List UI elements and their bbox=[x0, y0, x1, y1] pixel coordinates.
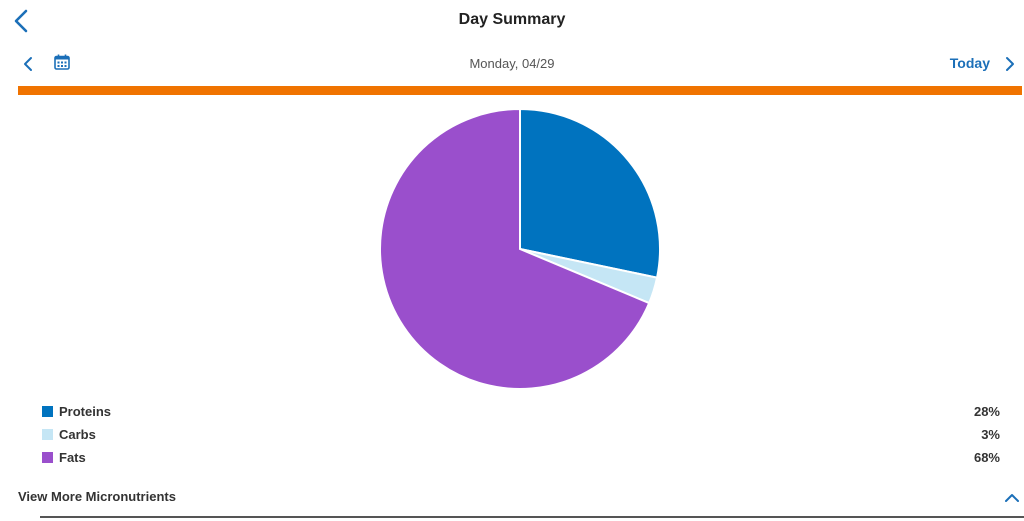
legend-label: Proteins bbox=[59, 404, 112, 419]
legend-value: 3% bbox=[981, 427, 1000, 442]
chevron-up-icon[interactable] bbox=[1002, 488, 1022, 508]
back-chevron-icon[interactable] bbox=[8, 6, 36, 36]
divider bbox=[40, 516, 1024, 518]
legend-row-carbs: Carbs 3% bbox=[40, 425, 1002, 448]
legend-swatch-fats bbox=[42, 452, 53, 463]
header: Day Summary bbox=[0, 0, 1024, 44]
view-more-micronutrients[interactable]: View More Micronutrients bbox=[0, 482, 1024, 512]
date-navigation: Monday, 04/29 Today bbox=[0, 48, 1024, 78]
legend-row-fats: Fats 68% bbox=[40, 448, 1002, 471]
next-day-icon[interactable] bbox=[1000, 54, 1020, 74]
legend-value: 68% bbox=[973, 450, 1000, 465]
view-more-label: View More Micronutrients bbox=[18, 489, 176, 504]
chart-legend: Proteins 28% Carbs 3% Fats 68% bbox=[40, 402, 1002, 471]
legend-swatch-proteins bbox=[42, 406, 53, 417]
today-button[interactable]: Today bbox=[949, 55, 990, 71]
current-date: Monday, 04/29 bbox=[469, 56, 555, 71]
pie-slice-proteins bbox=[519, 107, 661, 279]
macronutrient-pie-chart bbox=[379, 107, 661, 390]
legend-label: Fats bbox=[59, 450, 86, 465]
progress-bar bbox=[18, 86, 1022, 95]
page-title: Day Summary bbox=[458, 11, 566, 28]
legend-swatch-carbs bbox=[42, 429, 53, 440]
legend-label: Carbs bbox=[59, 427, 96, 442]
previous-day-icon[interactable] bbox=[18, 54, 38, 74]
legend-value: 28% bbox=[973, 404, 1000, 419]
pie-slice-fats bbox=[379, 107, 651, 390]
legend-row-proteins: Proteins 28% bbox=[40, 402, 1002, 425]
calendar-icon[interactable] bbox=[53, 53, 71, 71]
